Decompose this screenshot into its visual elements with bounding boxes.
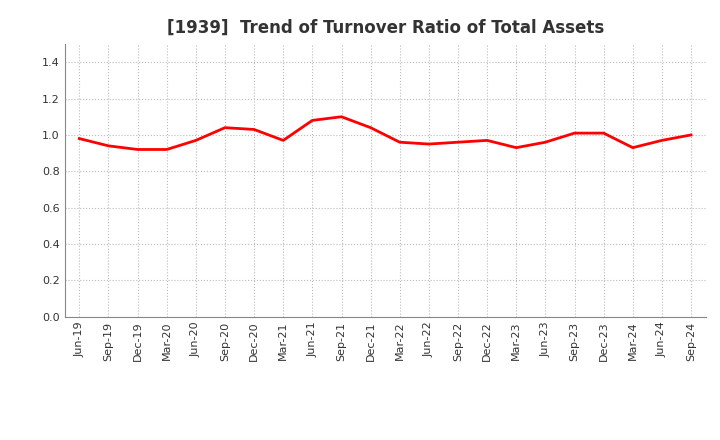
Title: [1939]  Trend of Turnover Ratio of Total Assets: [1939] Trend of Turnover Ratio of Total …	[166, 19, 604, 37]
